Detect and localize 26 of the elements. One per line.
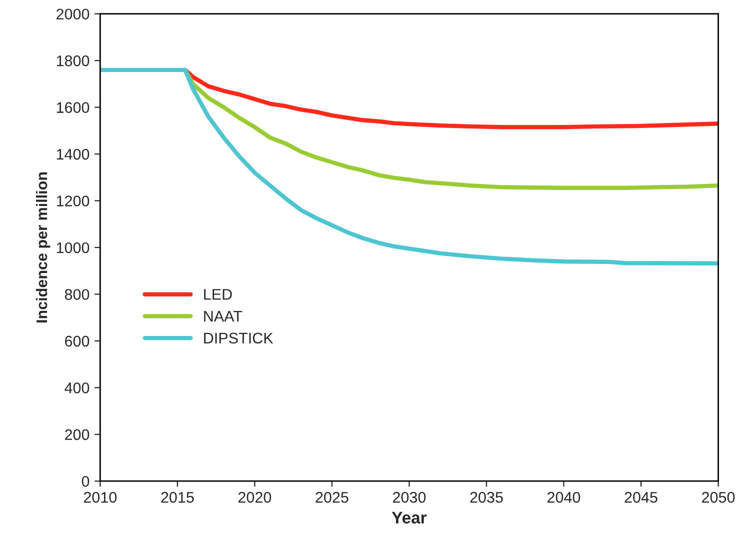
x-tick-label: 2030 [392,492,426,503]
y-tick-label: 0 [82,476,90,487]
y-axis-title: Incidence per million [36,172,50,322]
legend-label: NAAT [204,311,242,322]
x-tick-label: 2015 [161,492,194,503]
y-tick-label: 600 [65,336,90,347]
x-tick-label: 2025 [316,492,348,503]
x-tick-label: 2010 [84,492,117,503]
y-tick-label: 1400 [56,148,90,160]
x-tick-label: 2040 [548,492,580,503]
x-axis-title: Year [392,512,427,524]
x-tick-label: 2050 [702,492,735,503]
y-tick-label: 200 [65,429,90,440]
x-tick-label: 2020 [238,492,272,503]
x-tick-label: 2045 [624,492,658,503]
y-tick-label: 1200 [56,196,90,206]
y-tick-label: 800 [64,289,90,300]
line-series [100,68,718,266]
y-tick-label: 400 [64,382,90,394]
y-tick-label: 2000 [56,8,90,20]
x-tick-label: 2035 [470,492,503,503]
y-tick-label: 1600 [56,102,90,113]
legend-label: LED [204,289,232,300]
y-tick-label: 1800 [56,55,90,66]
legend-label: DIPSTICK [204,332,274,344]
y-tick-label: 1000 [56,242,90,254]
